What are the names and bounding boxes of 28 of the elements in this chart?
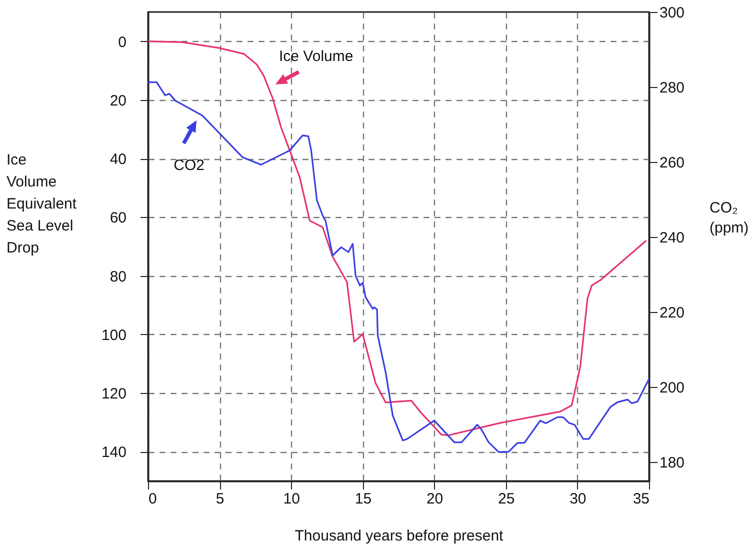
x-tick-label: 5 [216, 490, 224, 508]
y2-tick-label: 180 [660, 454, 685, 472]
x-tick-label: 15 [354, 490, 372, 508]
y2-tick-label: 300 [660, 4, 685, 22]
y2-tick-label: 220 [660, 304, 685, 322]
y-tick-label: 80 [110, 268, 126, 286]
annotation: Ice Volume [278, 48, 354, 66]
x-axis-title: Thousand years before present [294, 528, 504, 544]
y-tick-label: 20 [110, 92, 126, 110]
y2-tick-label: 240 [660, 230, 685, 247]
x-tick-label: 0 [148, 490, 157, 508]
x-tick-label: 35 [632, 490, 650, 508]
y-tick-label: 120 [101, 386, 126, 403]
y-tick-label: 100 [101, 326, 126, 344]
y2-tick-label: 280 [660, 80, 685, 97]
y-tick-label: 40 [110, 151, 126, 168]
y-axis-title: Ice Volume Equivalent Sea Level Drop [6, 152, 78, 256]
annotation: CO2 [174, 156, 205, 174]
y-tick-label: 140 [101, 444, 126, 462]
x-tick-label: 10 [283, 490, 300, 508]
x-tick-label: 30 [570, 490, 586, 508]
x-tick-label: 20 [426, 490, 444, 508]
y-tick-label: 0 [118, 34, 126, 51]
x-tick-label: 25 [498, 490, 515, 508]
y-tick-label: 60 [110, 210, 126, 227]
y2-tick-label: 200 [660, 380, 685, 397]
y2-axis-title: CO₂ (ppm) [710, 200, 749, 236]
y2-tick-label: 260 [660, 154, 685, 172]
